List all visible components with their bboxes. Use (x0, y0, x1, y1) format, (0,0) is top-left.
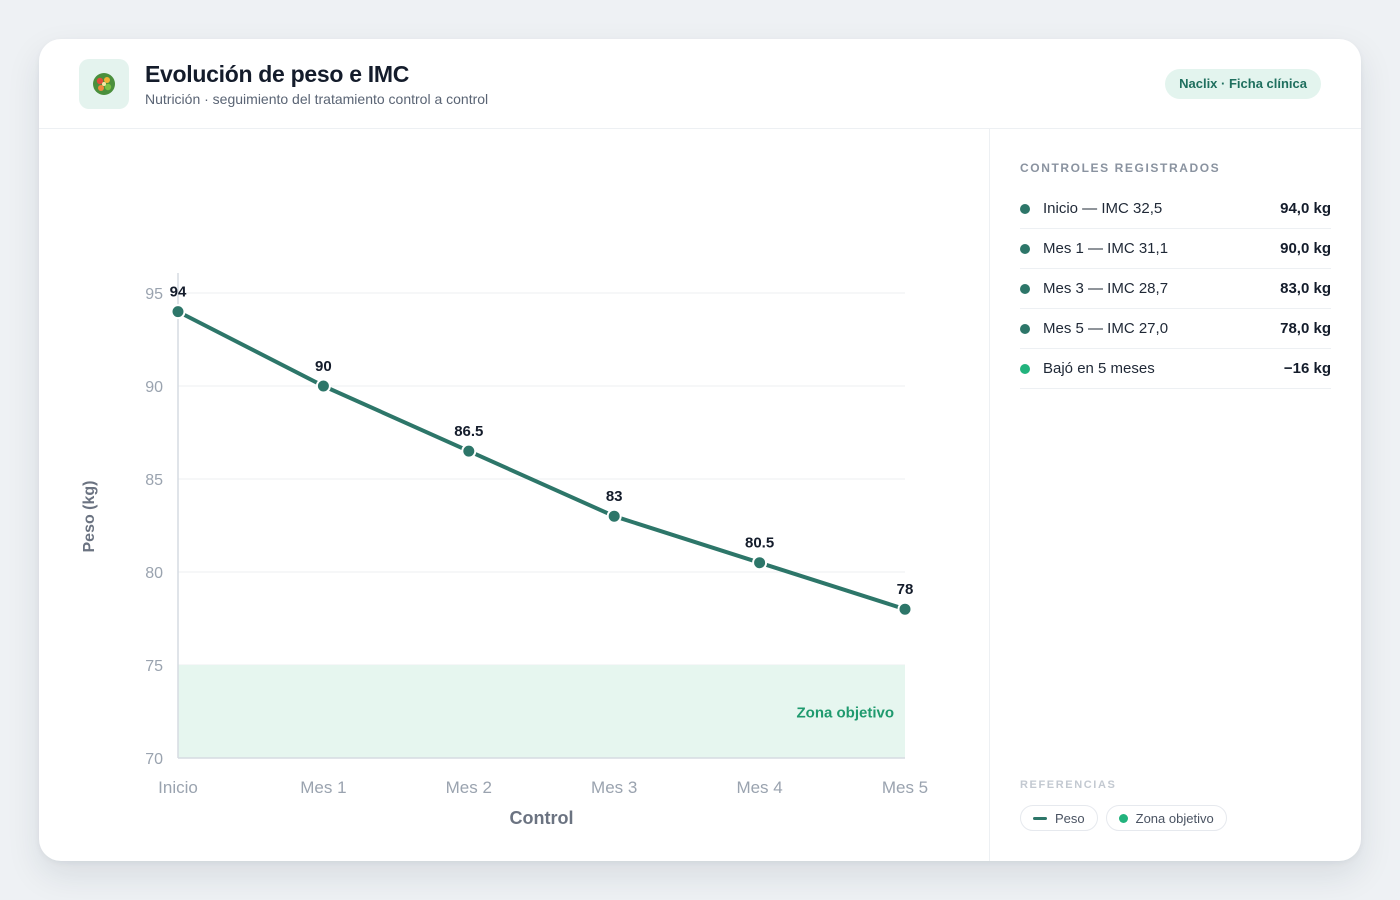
legend-item-zona[interactable]: Zona objetivo (1105, 805, 1227, 831)
status-dot-icon (1020, 203, 1030, 214)
status-dot-icon (1020, 323, 1030, 334)
chart-card: Evolución de peso e IMC Nutrición · segu… (39, 39, 1361, 861)
record-badge[interactable]: Naclix · Ficha clínica (1165, 69, 1321, 99)
record-label: Mes 5 — IMC 27,0 (1043, 320, 1169, 337)
x-tick-label: Mes 3 (591, 778, 637, 797)
y-tick-label: 85 (145, 472, 163, 489)
record-label: Bajó en 5 meses (1043, 360, 1155, 377)
series-line-peso (176, 309, 907, 612)
legend-label: Zona objetivo (1135, 810, 1214, 826)
x-tick-label: Mes 5 (882, 778, 928, 797)
status-dot-icon (1020, 243, 1030, 254)
y-tick-label: 75 (145, 658, 163, 675)
dot-swatch-icon (1118, 813, 1128, 823)
data-point (897, 601, 913, 617)
data-label: 86.5 (454, 423, 483, 440)
page-subtitle: Nutrición · seguimiento del tratamiento … (145, 91, 489, 107)
record-row[interactable]: Bajó en 5 meses −16 kg (1020, 349, 1331, 389)
y-tick-label: 70 (145, 751, 163, 768)
target-zone-label: Zona objetivo (797, 705, 895, 722)
record-label: Inicio — IMC 32,5 (1043, 200, 1163, 217)
status-dot-icon (1020, 283, 1030, 294)
legend-heading: REFERENCIAS (1020, 779, 1117, 791)
data-point (461, 443, 477, 459)
x-tick-label: Mes 1 (300, 778, 346, 797)
record-label: Mes 3 — IMC 28,7 (1043, 280, 1169, 297)
data-label: 83 (606, 488, 623, 505)
legend-item-peso[interactable]: Peso (1020, 805, 1098, 831)
panel-divider (989, 129, 990, 861)
data-label: 78 (897, 581, 914, 598)
x-tick-label: Inicio (158, 778, 198, 797)
page-title: Evolución de peso e IMC (145, 61, 410, 87)
line-chart: Zona objetivo 70 75 80 85 90 95 Inicio Mes 1 Mes… (81, 273, 928, 828)
data-point (752, 555, 768, 571)
record-value: 83,0 kg (1280, 280, 1331, 297)
salad-bowl-icon (79, 59, 129, 109)
record-row[interactable]: Mes 1 — IMC 31,1 90,0 kg (1020, 229, 1331, 269)
records-list: Inicio — IMC 32,5 94,0 kg Mes 1 — IMC 31,1… (1020, 189, 1331, 389)
y-tick-label: 80 (145, 565, 163, 582)
record-value: −16 kg (1283, 360, 1331, 377)
record-label: Mes 1 — IMC 31,1 (1043, 240, 1169, 257)
data-point (315, 378, 331, 394)
y-tick-label: 95 (145, 286, 163, 303)
legend: Peso Zona objetivo (1020, 805, 1227, 831)
legend-label: Peso (1055, 810, 1085, 826)
record-value: 90,0 kg (1280, 240, 1331, 257)
target-zone-band (178, 665, 905, 758)
x-tick-label: Mes 2 (446, 778, 492, 797)
x-tick-label: Mes 4 (736, 778, 782, 797)
y-axis-title: Peso (kg) (81, 480, 98, 552)
record-row[interactable]: Mes 3 — IMC 28,7 83,0 kg (1020, 269, 1331, 309)
record-row[interactable]: Mes 5 — IMC 27,0 78,0 kg (1020, 309, 1331, 349)
line-swatch-icon (1033, 816, 1047, 820)
data-point (170, 304, 186, 320)
data-point (606, 508, 622, 524)
records-heading: CONTROLES REGISTRADOS (1020, 161, 1221, 175)
x-axis-title: Control (510, 808, 574, 828)
data-label: 80.5 (745, 535, 774, 552)
record-value: 94,0 kg (1280, 200, 1331, 217)
record-value: 78,0 kg (1280, 320, 1331, 337)
data-label: 94 (170, 284, 187, 301)
status-dot-icon (1020, 363, 1030, 374)
record-row[interactable]: Inicio — IMC 32,5 94,0 kg (1020, 189, 1331, 229)
header: Evolución de peso e IMC Nutrición · segu… (39, 39, 1361, 129)
y-tick-label: 90 (145, 379, 163, 396)
chart-area: Zona objetivo 70 75 80 85 90 95 Inicio Mes 1 Mes… (39, 129, 989, 861)
data-label: 90 (315, 358, 332, 375)
records-panel: CONTROLES REGISTRADOS Inicio — IMC 32,5 9… (990, 129, 1361, 861)
